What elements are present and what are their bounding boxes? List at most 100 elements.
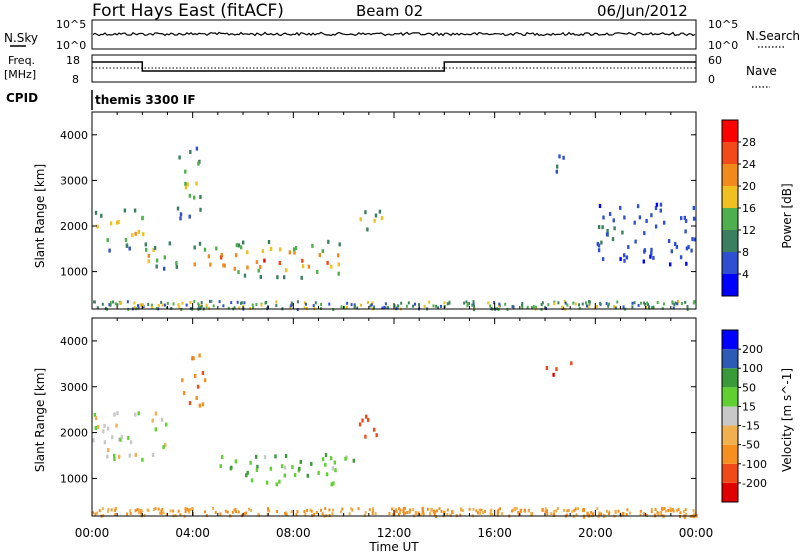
power-cell-3 bbox=[267, 240, 271, 244]
velocity-cell-2 bbox=[324, 453, 328, 458]
power-speckle bbox=[473, 304, 476, 308]
power-colorbar-swatch bbox=[722, 208, 738, 230]
velocity-colorbar-swatch bbox=[722, 387, 738, 407]
time-tick-label: 16:00 bbox=[477, 526, 512, 540]
power-speckle bbox=[466, 304, 469, 308]
power-speckle bbox=[233, 306, 236, 310]
power-cell-6 bbox=[643, 231, 646, 236]
velocity-cell-2 bbox=[246, 470, 249, 475]
noise-right-tick-low: 10^0 bbox=[708, 39, 738, 52]
power-speckle bbox=[547, 303, 550, 307]
velocity-ylabel: Slant Range [km] bbox=[33, 368, 47, 472]
power-speckle bbox=[193, 299, 196, 303]
velocity-colorbar-swatch bbox=[722, 349, 738, 369]
velocity-cell-2 bbox=[283, 465, 287, 470]
power-cell-1 bbox=[155, 258, 159, 263]
velocity-colorbar-tick-label: -100 bbox=[742, 458, 767, 471]
power-speckle bbox=[353, 305, 356, 308]
power-speckle bbox=[116, 303, 119, 307]
velocity-cell-2 bbox=[284, 454, 288, 458]
power-speckle bbox=[112, 300, 115, 304]
velocity-colorbar-swatch bbox=[722, 425, 738, 445]
power-cell-4 bbox=[373, 218, 376, 223]
velocity-cell-0 bbox=[111, 435, 114, 440]
velocity-cell-2 bbox=[317, 470, 320, 475]
power-speckle bbox=[587, 305, 590, 309]
velocity-speckle bbox=[438, 507, 441, 511]
power-cell-1 bbox=[147, 253, 150, 258]
velocity-cell-2 bbox=[333, 460, 336, 465]
power-cell-1 bbox=[175, 264, 178, 269]
power-cell-2 bbox=[189, 150, 192, 154]
velocity-cell-5 bbox=[519, 508, 523, 513]
velocity-ytick-label: 4000 bbox=[60, 335, 88, 348]
power-speckle bbox=[96, 306, 99, 310]
power-speckle bbox=[346, 306, 348, 309]
power-cell-0 bbox=[100, 213, 103, 218]
freq-left-tick-high: 18 bbox=[66, 54, 80, 67]
power-cell-6 bbox=[597, 248, 601, 253]
power-speckle bbox=[353, 303, 356, 307]
power-cell-2 bbox=[188, 214, 191, 219]
velocity-speckle bbox=[497, 508, 500, 512]
velocity-speckle bbox=[592, 512, 594, 516]
velocity-cell-5 bbox=[443, 510, 446, 515]
velocity-cell-0 bbox=[160, 417, 164, 422]
velocity-speckle bbox=[679, 511, 682, 515]
freq-left-label-1: Freq. bbox=[8, 54, 35, 67]
velocity-speckle bbox=[219, 512, 222, 516]
velocity-speckle bbox=[224, 509, 227, 513]
velocity-speckle bbox=[212, 506, 214, 510]
velocity-speckle bbox=[160, 509, 163, 513]
power-cell-6 bbox=[601, 257, 605, 262]
power-cell-4 bbox=[359, 217, 362, 222]
power-colorbar-swatch bbox=[722, 164, 738, 186]
power-speckle bbox=[166, 301, 169, 305]
velocity-speckle bbox=[348, 512, 351, 516]
time-tick-label: 12:00 bbox=[377, 526, 412, 540]
power-speckle bbox=[151, 305, 154, 309]
power-colorbar-swatch bbox=[722, 186, 738, 208]
velocity-cell-0 bbox=[107, 448, 110, 453]
power-cell-3 bbox=[234, 253, 238, 258]
velocity-colorbar-tick-label: -15 bbox=[742, 420, 760, 433]
velocity-speckle bbox=[433, 512, 436, 516]
power-speckle bbox=[463, 301, 466, 305]
velocity-cell-3 bbox=[367, 417, 370, 422]
power-colorbar-tick-label: 12 bbox=[742, 224, 756, 237]
power-speckle bbox=[140, 306, 143, 310]
time-axis-label: Time UT bbox=[368, 540, 419, 554]
velocity-cell-2 bbox=[230, 465, 233, 470]
velocity-speckle bbox=[440, 510, 443, 513]
freq-right-label: Nave bbox=[746, 64, 777, 78]
power-cell-3 bbox=[237, 243, 241, 248]
power-speckle bbox=[405, 304, 408, 308]
velocity-speckle bbox=[248, 507, 250, 511]
velocity-speckle bbox=[172, 509, 175, 513]
power-speckle bbox=[680, 302, 683, 305]
power-speckle bbox=[407, 301, 410, 305]
velocity-speckle bbox=[140, 511, 142, 515]
power-speckle bbox=[557, 301, 560, 305]
power-cell-0 bbox=[124, 238, 128, 242]
power-cell-0 bbox=[106, 238, 109, 243]
power-cell-3 bbox=[307, 264, 311, 269]
velocity-speckle bbox=[157, 507, 160, 511]
power-colorbar-label: Power [dB] bbox=[780, 183, 794, 248]
velocity-cell-5 bbox=[421, 510, 425, 515]
power-cell-6 bbox=[623, 215, 626, 220]
velocity-cell-5 bbox=[552, 513, 556, 517]
velocity-cell-4 bbox=[552, 372, 555, 377]
velocity-cell-5 bbox=[661, 506, 664, 511]
power-speckle bbox=[142, 303, 145, 307]
noise-right-tick-high: 10^5 bbox=[708, 18, 738, 31]
velocity-cell-2 bbox=[219, 464, 222, 469]
power-speckle bbox=[139, 303, 142, 307]
velocity-speckle bbox=[372, 509, 375, 512]
velocity-speckle bbox=[515, 507, 518, 511]
power-speckle bbox=[350, 303, 353, 307]
power-cell-3 bbox=[293, 250, 296, 255]
power-cell-2 bbox=[195, 146, 199, 151]
velocity-speckle bbox=[399, 508, 402, 512]
freq-right-tick-high: 60 bbox=[708, 54, 722, 67]
